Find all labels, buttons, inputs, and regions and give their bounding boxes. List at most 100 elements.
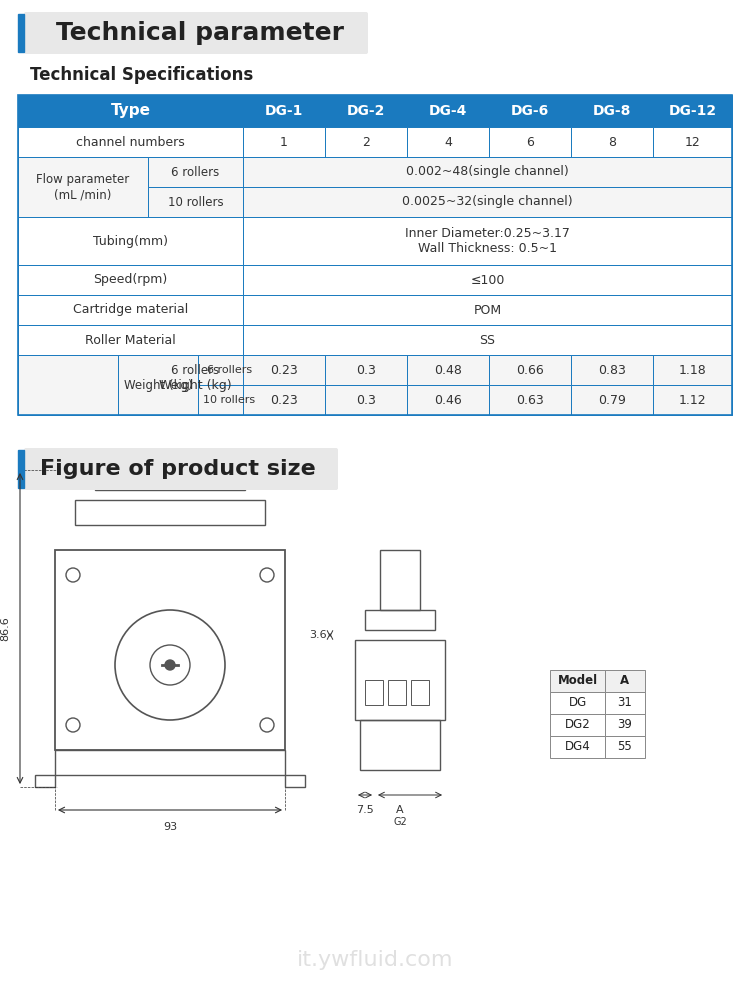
- Text: 0.23: 0.23: [270, 363, 298, 377]
- Text: A: A: [620, 674, 629, 688]
- Text: 1: 1: [280, 136, 288, 149]
- Text: DG4: DG4: [565, 741, 590, 754]
- Bar: [653, 127, 732, 157]
- Bar: [243, 127, 325, 157]
- Text: Cartridge material: Cartridge material: [73, 303, 188, 317]
- Bar: [407, 385, 489, 415]
- Bar: [605, 692, 645, 714]
- Text: 4: 4: [444, 136, 452, 149]
- Circle shape: [165, 660, 175, 670]
- Text: 0.83: 0.83: [598, 363, 626, 377]
- Bar: [489, 95, 571, 127]
- Text: Roller Material: Roller Material: [85, 334, 176, 346]
- Bar: [605, 714, 645, 736]
- Text: Technical Specifications: Technical Specifications: [30, 66, 254, 84]
- Bar: [18, 355, 118, 415]
- Text: 55: 55: [618, 741, 632, 754]
- Text: 86.6: 86.6: [0, 616, 10, 641]
- FancyBboxPatch shape: [24, 12, 368, 54]
- Bar: [325, 355, 407, 385]
- Text: 6 rollers: 6 rollers: [171, 165, 220, 178]
- Bar: [407, 127, 489, 157]
- Bar: [243, 95, 325, 127]
- Bar: [243, 187, 732, 217]
- Bar: [242, 452, 257, 470]
- FancyBboxPatch shape: [24, 448, 338, 490]
- Bar: [243, 217, 732, 265]
- Bar: [355, 640, 445, 720]
- Text: DG-8: DG-8: [592, 104, 632, 118]
- Text: 1.12: 1.12: [679, 394, 706, 406]
- Text: Tubing(mm): Tubing(mm): [93, 234, 168, 248]
- Text: 39: 39: [617, 718, 632, 731]
- Bar: [325, 127, 407, 157]
- Bar: [18, 14, 24, 52]
- Text: DG-2: DG-2: [346, 104, 386, 118]
- Text: 1.18: 1.18: [679, 363, 706, 377]
- Bar: [148, 157, 243, 187]
- Bar: [18, 157, 148, 217]
- Bar: [407, 95, 489, 127]
- Text: 31: 31: [617, 697, 632, 709]
- Bar: [18, 295, 243, 325]
- Bar: [550, 692, 605, 714]
- Text: SS: SS: [479, 334, 496, 346]
- Text: 3.6: 3.6: [309, 630, 327, 640]
- Bar: [18, 127, 243, 157]
- Bar: [365, 680, 383, 705]
- Text: 10 rollers: 10 rollers: [168, 196, 224, 209]
- Bar: [18, 95, 243, 127]
- Text: Model: Model: [557, 674, 598, 688]
- Bar: [198, 355, 261, 385]
- Text: Speed(rpm): Speed(rpm): [93, 274, 168, 286]
- Bar: [243, 355, 325, 385]
- Bar: [243, 385, 325, 415]
- Text: Flow parameter
(mL /min): Flow parameter (mL /min): [36, 173, 130, 201]
- Bar: [407, 355, 489, 385]
- Bar: [95, 460, 245, 490]
- Bar: [148, 187, 243, 217]
- Text: 0.48: 0.48: [434, 363, 462, 377]
- Text: 6 rollers: 6 rollers: [207, 365, 252, 375]
- Bar: [571, 355, 653, 385]
- Bar: [148, 355, 243, 385]
- Bar: [388, 680, 406, 705]
- Bar: [198, 385, 261, 415]
- Bar: [18, 95, 732, 415]
- Text: Weight (kg): Weight (kg): [124, 379, 192, 392]
- Bar: [75, 500, 265, 525]
- Text: Weight (kg): Weight (kg): [159, 379, 232, 392]
- Text: 7.5: 7.5: [356, 805, 374, 815]
- Text: 0.0025~32(single channel): 0.0025~32(single channel): [402, 196, 573, 209]
- Bar: [571, 95, 653, 127]
- Bar: [571, 385, 653, 415]
- Text: 0.002~48(single channel): 0.002~48(single channel): [406, 165, 568, 178]
- Text: Inner Diameter:0.25~3.17
Wall Thickness: 0.5~1: Inner Diameter:0.25~3.17 Wall Thickness:…: [405, 227, 570, 255]
- Text: Figure of product size: Figure of product size: [40, 459, 316, 479]
- Bar: [18, 265, 243, 295]
- Text: Type: Type: [110, 103, 151, 118]
- Text: 0.23: 0.23: [270, 394, 298, 406]
- Text: POM: POM: [473, 303, 502, 317]
- Text: DG: DG: [568, 697, 586, 709]
- Text: DG-4: DG-4: [429, 104, 467, 118]
- Bar: [489, 127, 571, 157]
- Bar: [243, 325, 732, 355]
- Bar: [653, 95, 732, 127]
- Bar: [118, 355, 198, 415]
- Bar: [653, 355, 732, 385]
- Text: G2: G2: [393, 817, 406, 827]
- Bar: [360, 720, 440, 770]
- Bar: [411, 680, 429, 705]
- Bar: [550, 736, 605, 758]
- Text: 10 rollers: 10 rollers: [203, 395, 256, 405]
- Text: A: A: [396, 805, 404, 815]
- Text: 2: 2: [362, 136, 370, 149]
- Text: DG-12: DG-12: [668, 104, 716, 118]
- Text: it.ywfluid.com: it.ywfluid.com: [297, 950, 453, 970]
- Text: DG-1: DG-1: [265, 104, 303, 118]
- Text: 0.3: 0.3: [356, 394, 376, 406]
- Bar: [489, 385, 571, 415]
- Bar: [285, 775, 305, 787]
- Bar: [243, 157, 732, 187]
